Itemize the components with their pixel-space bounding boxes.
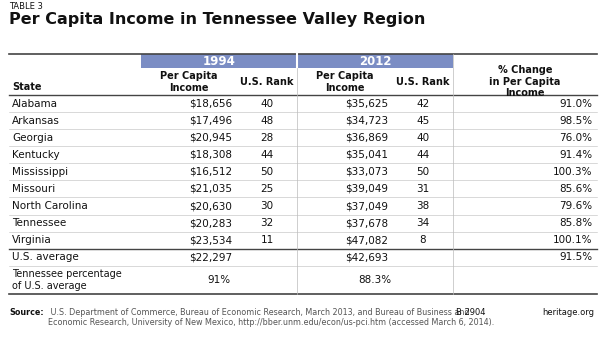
Text: 38: 38 xyxy=(416,201,430,211)
Text: Alabama: Alabama xyxy=(12,98,58,109)
Text: 1994: 1994 xyxy=(203,55,235,68)
Text: 50: 50 xyxy=(416,167,430,177)
Text: 85.8%: 85.8% xyxy=(559,218,592,228)
Bar xyxy=(297,54,453,69)
Text: 50: 50 xyxy=(260,167,274,177)
Text: 25: 25 xyxy=(260,184,274,194)
Text: TABLE 3: TABLE 3 xyxy=(9,2,43,11)
Text: $39,049: $39,049 xyxy=(345,184,388,194)
Bar xyxy=(141,54,297,69)
Text: 76.0%: 76.0% xyxy=(559,133,592,143)
Text: $21,035: $21,035 xyxy=(189,184,232,194)
Text: U.S. average: U.S. average xyxy=(12,252,79,262)
Text: U.S. Rank: U.S. Rank xyxy=(396,77,450,87)
Text: Missouri: Missouri xyxy=(12,184,55,194)
Text: $23,534: $23,534 xyxy=(189,235,232,245)
Text: U.S. Rank: U.S. Rank xyxy=(240,77,294,87)
Text: 100.1%: 100.1% xyxy=(553,235,592,245)
Text: Virginia: Virginia xyxy=(12,235,52,245)
Text: 42: 42 xyxy=(416,98,430,109)
Text: 48: 48 xyxy=(260,116,274,126)
Text: 91.4%: 91.4% xyxy=(559,150,592,160)
Text: $17,496: $17,496 xyxy=(189,116,232,126)
Text: 44: 44 xyxy=(260,150,274,160)
Text: 11: 11 xyxy=(260,235,274,245)
Text: 32: 32 xyxy=(260,218,274,228)
Text: North Carolina: North Carolina xyxy=(12,201,88,211)
Text: Georgia: Georgia xyxy=(12,133,53,143)
Text: $20,283: $20,283 xyxy=(189,218,232,228)
Text: $16,512: $16,512 xyxy=(189,167,232,177)
Text: $36,869: $36,869 xyxy=(345,133,388,143)
Text: $35,625: $35,625 xyxy=(345,98,388,109)
Text: Source:: Source: xyxy=(9,308,44,317)
Text: 79.6%: 79.6% xyxy=(559,201,592,211)
Text: 44: 44 xyxy=(416,150,430,160)
Text: $35,041: $35,041 xyxy=(345,150,388,160)
Text: Per Capita
Income: Per Capita Income xyxy=(316,71,374,93)
Text: Per Capita Income in Tennessee Valley Region: Per Capita Income in Tennessee Valley Re… xyxy=(9,12,425,27)
Text: $42,693: $42,693 xyxy=(345,252,388,262)
Text: B 2904: B 2904 xyxy=(456,308,485,317)
Text: 88.3%: 88.3% xyxy=(358,275,392,285)
Text: 98.5%: 98.5% xyxy=(559,116,592,126)
Text: Per Capita
Income: Per Capita Income xyxy=(160,71,218,93)
Text: 45: 45 xyxy=(416,116,430,126)
Text: $22,297: $22,297 xyxy=(189,252,232,262)
Text: 8: 8 xyxy=(419,235,427,245)
Text: Arkansas: Arkansas xyxy=(12,116,60,126)
Text: 30: 30 xyxy=(260,201,274,211)
Text: 2012: 2012 xyxy=(359,55,391,68)
Text: 34: 34 xyxy=(416,218,430,228)
Text: Kentucky: Kentucky xyxy=(12,150,59,160)
Text: State: State xyxy=(12,82,41,92)
Text: $47,082: $47,082 xyxy=(345,235,388,245)
Text: 91.5%: 91.5% xyxy=(559,252,592,262)
Text: $20,945: $20,945 xyxy=(189,133,232,143)
Text: 28: 28 xyxy=(260,133,274,143)
Text: 40: 40 xyxy=(416,133,430,143)
Text: $37,678: $37,678 xyxy=(345,218,388,228)
Text: U.S. Department of Commerce, Bureau of Economic Research, March 2013, and Bureau: U.S. Department of Commerce, Bureau of E… xyxy=(48,308,494,327)
Text: $18,656: $18,656 xyxy=(189,98,232,109)
Text: $34,723: $34,723 xyxy=(345,116,388,126)
Text: heritage.org: heritage.org xyxy=(542,308,594,317)
Text: 40: 40 xyxy=(260,98,274,109)
Text: $33,073: $33,073 xyxy=(345,167,388,177)
Text: $20,630: $20,630 xyxy=(190,201,232,211)
Text: Tennessee: Tennessee xyxy=(12,218,66,228)
Text: Mississippi: Mississippi xyxy=(12,167,68,177)
Text: % Change
in Per Capita
Income: % Change in Per Capita Income xyxy=(490,65,560,98)
Text: 85.6%: 85.6% xyxy=(559,184,592,194)
Text: 91%: 91% xyxy=(208,275,230,285)
Text: 31: 31 xyxy=(416,184,430,194)
Text: 91.0%: 91.0% xyxy=(559,98,592,109)
Text: $37,049: $37,049 xyxy=(345,201,388,211)
Text: $18,308: $18,308 xyxy=(189,150,232,160)
Text: 100.3%: 100.3% xyxy=(553,167,592,177)
Text: Tennessee percentage
of U.S. average: Tennessee percentage of U.S. average xyxy=(12,269,122,291)
